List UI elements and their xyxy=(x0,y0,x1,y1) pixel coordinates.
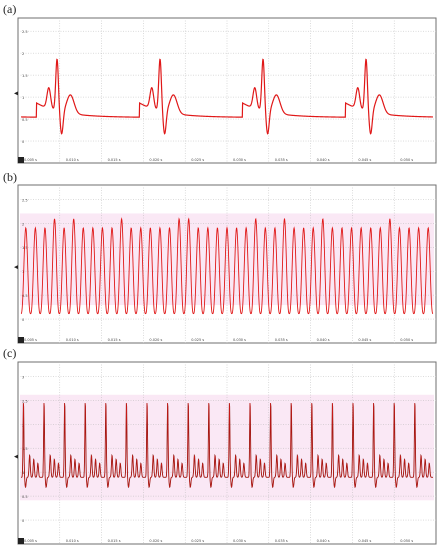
x-tick-label: 0.010 s xyxy=(66,539,79,543)
x-tick-label: 0.015 s xyxy=(108,539,121,543)
x-tick-label: 0.050 s xyxy=(400,158,413,162)
x-tick-label: 0.010 s xyxy=(66,338,79,342)
panel-c-label: (c) xyxy=(3,346,17,360)
y-tick-label: 0.5 xyxy=(22,294,28,298)
x-tick-label: 0.030 s xyxy=(233,338,246,342)
x-tick-label: 0.005 s xyxy=(24,338,37,342)
x-tick-label: 0.030 s xyxy=(233,539,246,543)
x-tick-label: 0.015 s xyxy=(108,158,121,162)
y-tick-label: 1 xyxy=(22,96,24,100)
y-tick-label: 0 xyxy=(22,318,24,322)
x-tick-label: 0.005 s xyxy=(24,539,37,543)
x-tick-label: 0.010 s xyxy=(66,158,79,162)
plot-panel-a: 2.5 2 1.5 1 0.5 0 0.005 s 0.010 s 0.015 s 0.020 s… xyxy=(14,17,437,164)
x-tick-label: 0.020 s xyxy=(149,158,162,162)
x-tick-label: 0.020 s xyxy=(149,338,162,342)
y-tick-label: 2.5 xyxy=(22,399,28,403)
waveform-trace xyxy=(20,217,434,315)
plot-panel-c: 32.521.510.500.005 s 0.010 s 0.015 s 0.020 … xyxy=(14,361,437,545)
y-tick-label: 2.5 xyxy=(22,198,28,202)
x-tick-label: 0.045 s xyxy=(358,539,371,543)
panel-a-label: (a) xyxy=(3,2,17,16)
y-tick-label: 0.5 xyxy=(22,118,28,122)
x-tick-label: 0.045 s xyxy=(358,158,371,162)
x-tick-label: 0.025 s xyxy=(191,158,204,162)
y-tick-label: 1 xyxy=(22,270,24,274)
x-tick-label: 0.030 s xyxy=(233,158,246,162)
y-tick-label: 1.5 xyxy=(22,447,28,451)
x-tick-label: 0.015 s xyxy=(108,338,121,342)
x-tick-label: 0.050 s xyxy=(400,338,413,342)
channel-marker xyxy=(18,157,24,163)
level-marker xyxy=(14,265,18,270)
x-tick-label: 0.040 s xyxy=(317,338,330,342)
x-tick-label: 0.035 s xyxy=(275,158,288,162)
panel-b-label: (b) xyxy=(3,170,17,184)
y-tick-label: 2.5 xyxy=(22,30,28,34)
x-tick-label: 0.020 s xyxy=(149,539,162,543)
x-tick-label: 0.025 s xyxy=(191,338,204,342)
y-tick-label: 3 xyxy=(22,375,24,379)
x-tick-label: 0.035 s xyxy=(275,539,288,543)
level-marker xyxy=(14,91,18,96)
y-tick-label: 2 xyxy=(22,52,24,56)
x-tick-label: 0.040 s xyxy=(317,158,330,162)
waveform-trace-highlight xyxy=(21,403,433,488)
x-tick-label: 0.050 s xyxy=(400,539,413,543)
y-tick-label: 0 xyxy=(22,140,24,144)
x-tick-label: 0.040 s xyxy=(317,539,330,543)
channel-marker xyxy=(18,538,24,544)
x-tick-label: 0.045 s xyxy=(358,338,371,342)
y-tick-label: 0.5 xyxy=(22,495,28,499)
y-tick-label: 0 xyxy=(22,519,24,523)
waveform-trace xyxy=(20,58,433,135)
x-tick-label: 0.025 s xyxy=(191,539,204,543)
y-tick-label: 1.5 xyxy=(22,74,28,78)
y-tick-label: 1 xyxy=(22,471,24,475)
x-tick-label: 0.035 s xyxy=(275,338,288,342)
x-tick-label: 0.005 s xyxy=(24,158,37,162)
plot-panel-b: 2.521.510.500.005 s 0.010 s 0.015 s 0.020 s… xyxy=(14,184,437,344)
channel-marker xyxy=(18,337,24,343)
y-tick-label: 2 xyxy=(22,222,24,226)
level-marker xyxy=(14,454,18,459)
